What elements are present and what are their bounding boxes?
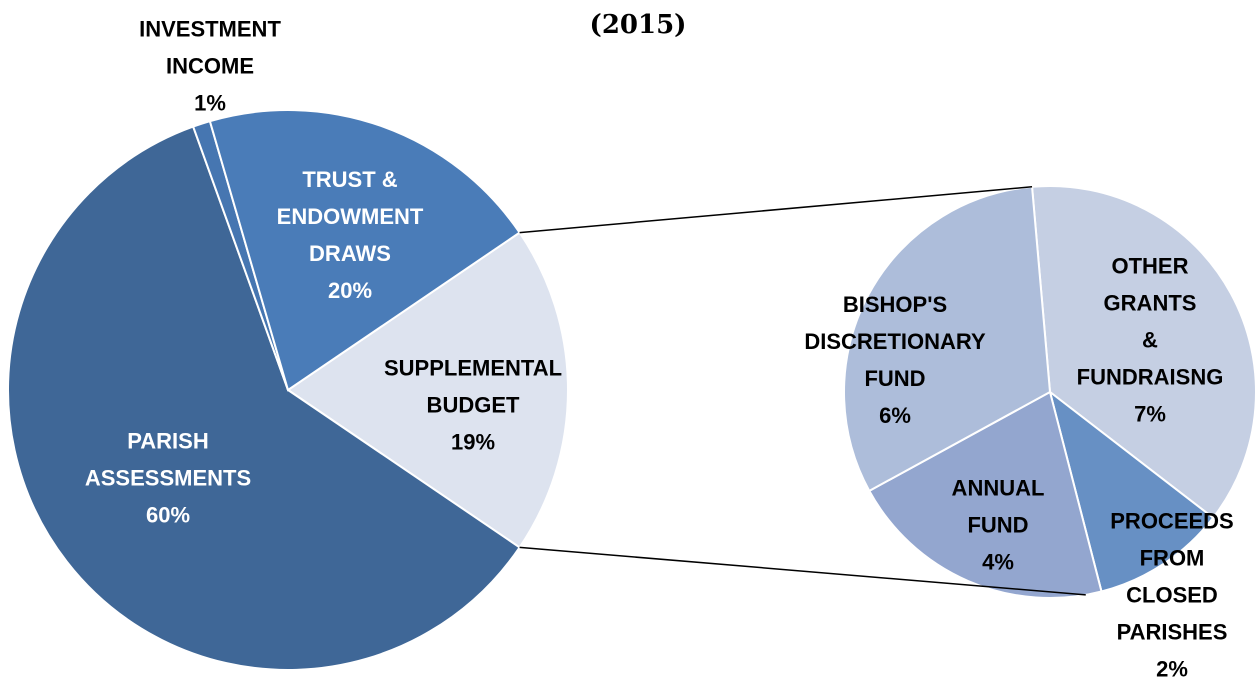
pie-slice bbox=[208, 109, 521, 392]
slice-label: SUPPLEMENTAL BUDGET 19% bbox=[384, 350, 562, 461]
connector-line bbox=[519, 546, 1086, 596]
value-label: 20% bbox=[327, 278, 373, 303]
slice-label: OTHER GRANTS & FUNDRAISNG 7% bbox=[1077, 248, 1224, 433]
slice-label: BISHOP'S DISCRETIONARY FUND 6% bbox=[804, 286, 985, 434]
chart-title: (2015) bbox=[589, 10, 687, 40]
category-label: BISHOP'S DISCRETIONARY FUND bbox=[804, 292, 986, 391]
value-label: 19% bbox=[450, 429, 496, 455]
slice-label: PROCEEDS FROM CLOSED PARISHES 2% bbox=[1110, 503, 1233, 688]
pie-slice bbox=[1030, 185, 1257, 520]
connector-line bbox=[519, 186, 1033, 234]
value-label: 6% bbox=[879, 403, 911, 428]
value-label: 2% bbox=[1156, 656, 1188, 682]
pie-slice bbox=[286, 231, 569, 549]
category-label: PROCEEDS FROM CLOSED PARISHES bbox=[1110, 508, 1234, 645]
category-label: OTHER GRANTS & FUNDRAISNG bbox=[1076, 253, 1224, 390]
slice-label: ANNUAL FUND 4% bbox=[952, 470, 1045, 581]
slice-label: PARISH ASSESSMENTS 60% bbox=[85, 423, 251, 534]
slice-label: TRUST & ENDOWMENT DRAWS 20% bbox=[277, 161, 424, 309]
slice-label: INVESTMENT INCOME 1% bbox=[139, 11, 281, 122]
category-label: INVESTMENT INCOME bbox=[139, 16, 281, 79]
category-label: TRUST & ENDOWMENT DRAWS bbox=[276, 167, 424, 266]
value-label: 4% bbox=[982, 549, 1014, 575]
pie-slice bbox=[843, 185, 1052, 493]
category-label: SUPPLEMENTAL BUDGET bbox=[383, 355, 563, 418]
pie-slice bbox=[7, 125, 521, 671]
value-label: 1% bbox=[194, 90, 226, 116]
pie-slice bbox=[1048, 389, 1215, 593]
value-label: 7% bbox=[1134, 401, 1166, 427]
pie-slice bbox=[867, 390, 1103, 599]
category-label: ANNUAL FUND bbox=[951, 475, 1045, 538]
value-label: 60% bbox=[145, 502, 191, 528]
category-label: PARISH ASSESSMENTS bbox=[84, 428, 252, 491]
